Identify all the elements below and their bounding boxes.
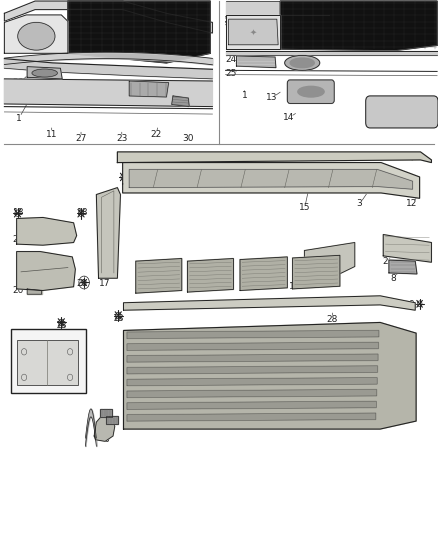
Polygon shape: [226, 1, 328, 15]
Ellipse shape: [32, 69, 57, 77]
Polygon shape: [127, 366, 378, 374]
Ellipse shape: [298, 86, 324, 97]
Polygon shape: [280, 1, 437, 51]
Bar: [106, 416, 118, 424]
Text: 27: 27: [75, 134, 87, 143]
Polygon shape: [304, 243, 355, 278]
Text: 17: 17: [289, 282, 300, 291]
Text: 18: 18: [77, 208, 88, 216]
Polygon shape: [293, 255, 340, 289]
Polygon shape: [383, 235, 431, 262]
Text: 20: 20: [13, 236, 24, 244]
Text: 3: 3: [356, 199, 362, 208]
Polygon shape: [172, 96, 189, 107]
FancyBboxPatch shape: [287, 80, 334, 103]
Polygon shape: [237, 56, 276, 68]
Polygon shape: [17, 252, 75, 290]
Text: 9: 9: [409, 301, 415, 309]
Text: 8: 8: [390, 274, 396, 282]
Text: 28: 28: [326, 316, 338, 324]
Bar: [11, 329, 86, 393]
Text: 23: 23: [116, 134, 127, 143]
Polygon shape: [4, 79, 212, 107]
Polygon shape: [127, 413, 376, 421]
Polygon shape: [127, 390, 377, 398]
Polygon shape: [123, 163, 420, 198]
Polygon shape: [240, 257, 287, 290]
Text: 1: 1: [15, 114, 21, 123]
Text: 26: 26: [13, 78, 24, 87]
Text: 18: 18: [57, 321, 68, 329]
Polygon shape: [226, 15, 280, 49]
Text: 24: 24: [226, 55, 237, 64]
Bar: [17, 340, 78, 385]
Text: 14: 14: [283, 113, 294, 122]
Text: 20: 20: [13, 286, 24, 295]
Polygon shape: [127, 342, 378, 350]
Polygon shape: [4, 15, 68, 53]
Polygon shape: [229, 19, 278, 45]
Text: 18: 18: [13, 208, 24, 216]
Text: 11: 11: [46, 130, 57, 139]
Text: ✦: ✦: [250, 28, 257, 36]
Ellipse shape: [285, 55, 320, 70]
Text: 18: 18: [59, 374, 71, 383]
Text: 22: 22: [150, 130, 161, 139]
Text: 18: 18: [113, 314, 125, 323]
Text: 6: 6: [103, 435, 109, 444]
Polygon shape: [124, 296, 415, 310]
Ellipse shape: [290, 58, 314, 68]
Text: 2: 2: [383, 257, 388, 265]
Polygon shape: [96, 188, 120, 278]
Text: 10: 10: [18, 44, 30, 52]
Polygon shape: [27, 289, 42, 294]
Polygon shape: [4, 59, 212, 79]
Text: 15: 15: [299, 204, 310, 212]
Polygon shape: [136, 259, 182, 293]
Text: 1: 1: [241, 92, 247, 100]
Text: 30: 30: [183, 134, 194, 143]
Polygon shape: [129, 169, 413, 189]
Text: 4: 4: [397, 340, 402, 348]
Polygon shape: [17, 217, 77, 245]
Text: 25: 25: [226, 69, 237, 78]
FancyBboxPatch shape: [366, 96, 438, 128]
Text: 12: 12: [406, 199, 417, 208]
Text: 19: 19: [224, 16, 236, 25]
Text: 13: 13: [266, 93, 277, 101]
Polygon shape: [187, 259, 233, 292]
Polygon shape: [68, 1, 210, 63]
Polygon shape: [27, 67, 62, 79]
Polygon shape: [127, 378, 377, 386]
Polygon shape: [127, 401, 376, 409]
Bar: [106, 416, 118, 424]
Polygon shape: [94, 413, 115, 441]
Polygon shape: [389, 260, 417, 274]
Text: 21: 21: [77, 279, 88, 288]
Polygon shape: [129, 81, 169, 97]
Text: 7: 7: [99, 418, 105, 426]
Text: 16: 16: [21, 370, 33, 378]
Text: 17: 17: [99, 279, 110, 288]
Polygon shape: [127, 354, 378, 362]
Polygon shape: [4, 1, 212, 33]
Ellipse shape: [18, 22, 55, 50]
Polygon shape: [124, 322, 416, 429]
Bar: [100, 409, 112, 417]
Text: 19: 19: [27, 16, 39, 25]
Bar: [100, 409, 112, 417]
Polygon shape: [127, 330, 379, 338]
Polygon shape: [117, 152, 431, 163]
